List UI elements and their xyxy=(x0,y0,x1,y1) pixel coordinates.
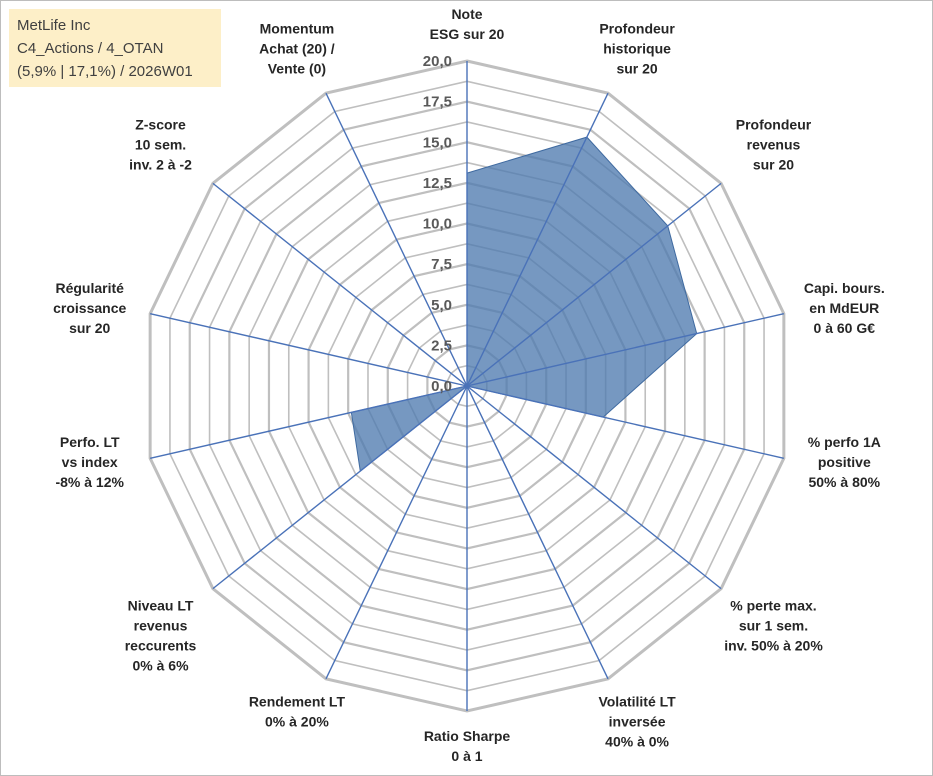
axis-label-line: sur 1 sem. xyxy=(739,617,808,633)
axis-label-line: Profondeur xyxy=(599,20,675,36)
axis-label-line: Z-score xyxy=(135,117,186,133)
axis-label-5: % perte max. sur 1 sem. inv. 50% à 20% xyxy=(724,597,823,653)
axis-label-line: positive xyxy=(818,454,871,470)
axis-label-line: % perte max. xyxy=(730,597,816,613)
axis-label-line: Niveau LT xyxy=(128,597,194,613)
axis-spoke-10 xyxy=(149,385,468,460)
axis-label-line: Volatilité LT xyxy=(598,694,676,710)
tick-label-3: 7,5 xyxy=(431,256,452,273)
axis-label-line: croissance xyxy=(53,300,126,316)
tick-label-7: 17,5 xyxy=(423,94,452,111)
axis-label-9: Niveau LT revenus reccurents 0% à 6% xyxy=(125,597,197,673)
axis-label-6: Volatilité LT inversée 40% à 0% xyxy=(598,694,676,750)
axis-spoke-5 xyxy=(466,385,722,590)
axis-label-2: Profondeur revenus sur 20 xyxy=(736,117,812,173)
axis-spoke-6 xyxy=(466,385,609,680)
axis-label-line: 50% à 80% xyxy=(808,474,880,490)
axis-label-line: 10 sem. xyxy=(135,137,186,153)
axis-label-line: inversée xyxy=(609,714,666,730)
axis-label-line: Perfo. LT xyxy=(60,434,120,450)
axis-spoke-4 xyxy=(466,385,785,460)
axis-label-line: 40% à 0% xyxy=(605,734,669,750)
axis-label-line: Note xyxy=(451,6,482,22)
tick-label-8: 20,0 xyxy=(423,53,452,70)
axis-spoke-8 xyxy=(325,385,468,680)
axis-label-line: -8% à 12% xyxy=(55,474,124,490)
title-line-company: MetLife Inc xyxy=(17,17,91,34)
axis-label-line: revenus xyxy=(747,137,801,153)
axis-label-line: inv. 50% à 20% xyxy=(724,637,823,653)
axis-label-line: 0 à 1 xyxy=(451,748,482,764)
axis-label-line: sur 20 xyxy=(616,60,657,76)
axis-label-line: inv. 2 à -2 xyxy=(129,157,192,173)
axis-label-line: historique xyxy=(603,40,671,56)
tick-label-0: 0,0 xyxy=(431,378,452,395)
axis-label-line: Régularité xyxy=(55,280,124,296)
axis-label-line: 0 à 60 G€ xyxy=(814,320,876,336)
axis-spoke-9 xyxy=(212,385,468,590)
axis-label-7: Ratio Sharpe 0 à 1 xyxy=(424,728,511,764)
axis-label-3: Capi. bours. en MdEUR 0 à 60 G€ xyxy=(804,280,885,336)
tick-label-2: 5,0 xyxy=(431,297,452,314)
axis-label-line: vs index xyxy=(62,454,118,470)
axis-spoke-1 xyxy=(466,92,609,387)
axis-label-line: Profondeur xyxy=(736,117,812,133)
axis-label-12: Z-score 10 sem. inv. 2 à -2 xyxy=(129,117,192,173)
axis-label-line: sur 20 xyxy=(69,320,110,336)
tick-label-6: 15,0 xyxy=(423,134,452,151)
axis-label-line: Momentum xyxy=(260,20,335,36)
axis-spoke-3 xyxy=(466,312,785,387)
axis-spoke-13 xyxy=(325,92,468,387)
axis-label-line: % perfo 1A xyxy=(808,434,881,450)
tick-label-1: 2,5 xyxy=(431,337,452,354)
axis-spoke-11 xyxy=(149,312,468,387)
axis-label-line: en MdEUR xyxy=(809,300,879,316)
axis-label-line: Capi. bours. xyxy=(804,280,885,296)
axis-label-line: 0% à 6% xyxy=(132,657,189,673)
axis-label-4: % perfo 1A positive 50% à 80% xyxy=(808,434,881,490)
axis-label-0: Note ESG sur 20 xyxy=(430,6,505,42)
axis-spoke-2 xyxy=(466,182,722,387)
axis-label-line: reccurents xyxy=(125,637,197,653)
axis-label-line: Achat (20) / xyxy=(259,40,335,56)
tick-label-4: 10,0 xyxy=(423,216,452,233)
axis-label-line: Rendement LT xyxy=(249,694,346,710)
axis-label-13: Momentum Achat (20) / Vente (0) xyxy=(259,20,335,76)
axis-label-10: Perfo. LT vs index -8% à 12% xyxy=(55,434,124,490)
axis-label-line: revenus xyxy=(134,617,188,633)
title-line-category: C4_Actions / 4_OTAN xyxy=(17,40,164,57)
axis-label-1: Profondeur historique sur 20 xyxy=(599,20,675,76)
axis-label-line: 0% à 20% xyxy=(265,714,329,730)
axis-spoke-12 xyxy=(212,182,468,387)
axis-label-8: Rendement LT 0% à 20% xyxy=(249,694,346,730)
title-line-stats: (5,9% | 17,1%) / 2026W01 xyxy=(17,63,193,80)
chart-title-box: MetLife Inc C4_Actions / 4_OTAN (5,9% | … xyxy=(9,9,221,87)
axis-label-line: ESG sur 20 xyxy=(430,26,505,42)
axis-label-line: sur 20 xyxy=(753,157,794,173)
tick-label-5: 12,5 xyxy=(423,175,452,192)
axis-label-11: Régularité croissance sur 20 xyxy=(53,280,126,336)
axis-label-line: Vente (0) xyxy=(268,60,326,76)
axis-label-line: Ratio Sharpe xyxy=(424,728,511,744)
